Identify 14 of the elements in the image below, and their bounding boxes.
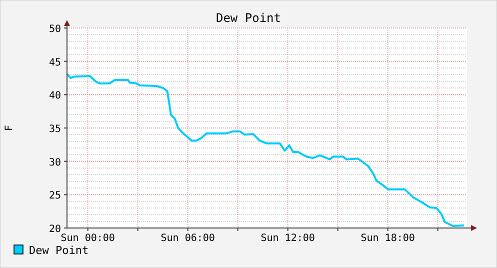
x-tick-label: Sun 00:00	[60, 233, 115, 244]
chart-title: Dew Point	[216, 11, 282, 25]
x-tick-label: Sun 12:00	[260, 233, 315, 244]
y-tick-label: 30	[48, 157, 61, 168]
y-tick-label: 35	[48, 124, 61, 135]
y-tick-label: 40	[48, 90, 61, 102]
y-tick-label: 45	[48, 57, 61, 68]
y-axis-title: F	[4, 124, 15, 132]
y-tick-label: 20	[48, 224, 61, 235]
x-tick-label: Sun 18:00	[360, 233, 415, 244]
y-tick-label: 25	[48, 190, 61, 202]
y-tick-label: 50	[48, 24, 61, 35]
x-tick-label: Sun 06:00	[160, 233, 215, 244]
legend-label: Dew Point	[29, 244, 89, 257]
